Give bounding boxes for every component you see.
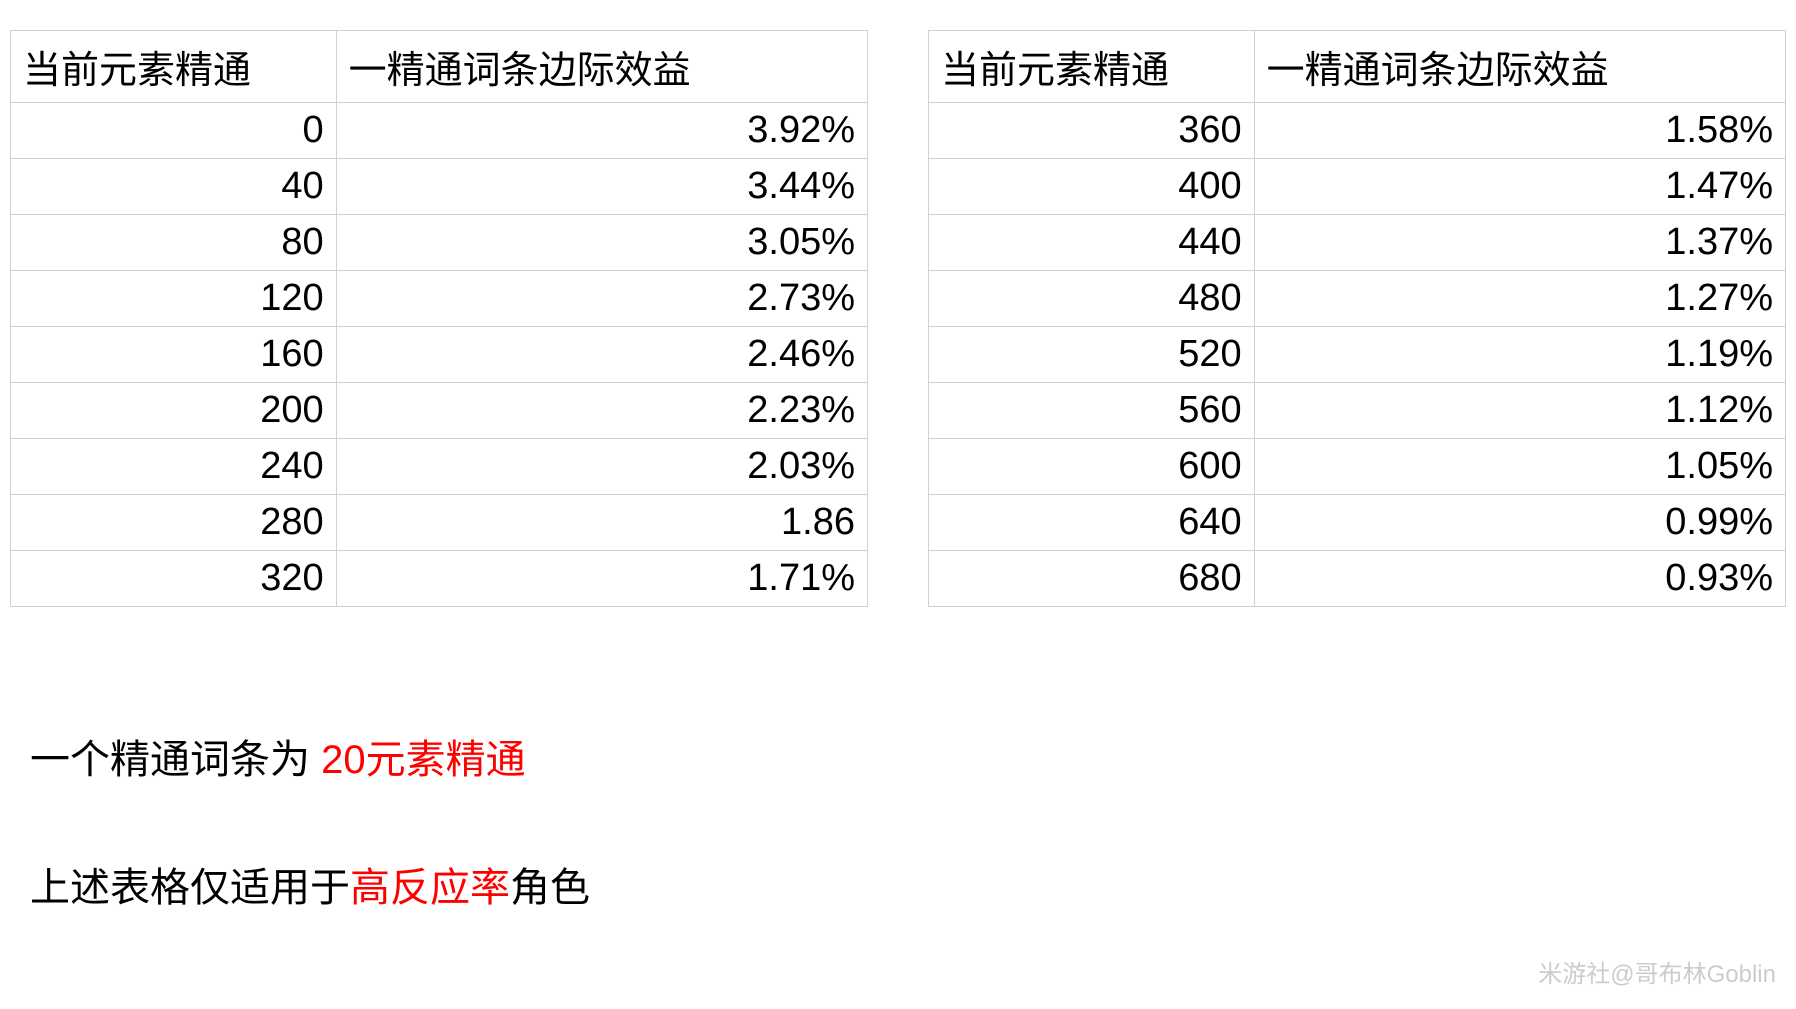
cell-em: 0 bbox=[11, 103, 337, 159]
watermark: 米游社@哥布林Goblin bbox=[1538, 954, 1776, 989]
table-row: 2402.03% bbox=[11, 439, 868, 495]
cell-benefit: 3.44% bbox=[336, 159, 867, 215]
table-header-row: 当前元素精通 一精通词条边际效益 bbox=[929, 31, 1786, 103]
tables-container: 当前元素精通 一精通词条边际效益 03.92% 403.44% 803.05% … bbox=[0, 0, 1796, 607]
note2-suffix: 角色 bbox=[510, 866, 590, 910]
table-row: 4401.37% bbox=[929, 215, 1786, 271]
notes-section: 一个精通词条为 20元素精通 上述表格仅适用于高反应率角色 bbox=[0, 727, 1796, 913]
cell-benefit: 2.03% bbox=[336, 439, 867, 495]
table-header-row: 当前元素精通 一精通词条边际效益 bbox=[11, 31, 868, 103]
cell-benefit: 0.99% bbox=[1254, 495, 1785, 551]
cell-benefit: 1.86 bbox=[336, 495, 867, 551]
left-header-em: 当前元素精通 bbox=[11, 31, 337, 103]
cell-em: 520 bbox=[929, 327, 1255, 383]
cell-em: 120 bbox=[11, 271, 337, 327]
cell-em: 560 bbox=[929, 383, 1255, 439]
cell-em: 280 bbox=[11, 495, 337, 551]
cell-benefit: 2.46% bbox=[336, 327, 867, 383]
table-row: 803.05% bbox=[11, 215, 868, 271]
cell-em: 440 bbox=[929, 215, 1255, 271]
cell-em: 400 bbox=[929, 159, 1255, 215]
left-header-benefit: 一精通词条边际效益 bbox=[336, 31, 867, 103]
cell-benefit: 1.05% bbox=[1254, 439, 1785, 495]
left-table: 当前元素精通 一精通词条边际效益 03.92% 403.44% 803.05% … bbox=[10, 30, 868, 607]
table-row: 3601.58% bbox=[929, 103, 1786, 159]
cell-benefit: 1.27% bbox=[1254, 271, 1785, 327]
note1-prefix: 一个精通词条为 bbox=[30, 738, 321, 782]
table-row: 3201.71% bbox=[11, 551, 868, 607]
table-row: 2801.86 bbox=[11, 495, 868, 551]
cell-em: 40 bbox=[11, 159, 337, 215]
cell-benefit: 2.73% bbox=[336, 271, 867, 327]
table-row: 03.92% bbox=[11, 103, 868, 159]
cell-em: 160 bbox=[11, 327, 337, 383]
cell-benefit: 1.37% bbox=[1254, 215, 1785, 271]
note2-prefix: 上述表格仅适用于 bbox=[30, 866, 350, 910]
table-row: 4001.47% bbox=[929, 159, 1786, 215]
cell-em: 200 bbox=[11, 383, 337, 439]
table-row: 1202.73% bbox=[11, 271, 868, 327]
cell-em: 320 bbox=[11, 551, 337, 607]
right-table-body: 3601.58% 4001.47% 4401.37% 4801.27% 5201… bbox=[929, 103, 1786, 607]
table-row: 2002.23% bbox=[11, 383, 868, 439]
right-header-benefit: 一精通词条边际效益 bbox=[1254, 31, 1785, 103]
cell-em: 640 bbox=[929, 495, 1255, 551]
cell-benefit: 1.71% bbox=[336, 551, 867, 607]
table-row: 6400.99% bbox=[929, 495, 1786, 551]
cell-em: 80 bbox=[11, 215, 337, 271]
right-header-em: 当前元素精通 bbox=[929, 31, 1255, 103]
cell-em: 680 bbox=[929, 551, 1255, 607]
left-table-body: 03.92% 403.44% 803.05% 1202.73% 1602.46%… bbox=[11, 103, 868, 607]
note-line-2: 上述表格仅适用于高反应率角色 bbox=[30, 855, 1796, 913]
table-row: 5201.19% bbox=[929, 327, 1786, 383]
right-table: 当前元素精通 一精通词条边际效益 3601.58% 4001.47% 4401.… bbox=[928, 30, 1786, 607]
note2-red: 高反应率 bbox=[350, 866, 510, 910]
note1-red: 20元素精通 bbox=[321, 738, 526, 782]
cell-em: 600 bbox=[929, 439, 1255, 495]
cell-benefit: 1.58% bbox=[1254, 103, 1785, 159]
cell-em: 480 bbox=[929, 271, 1255, 327]
table-row: 1602.46% bbox=[11, 327, 868, 383]
cell-benefit: 1.19% bbox=[1254, 327, 1785, 383]
table-row: 403.44% bbox=[11, 159, 868, 215]
note-line-1: 一个精通词条为 20元素精通 bbox=[30, 727, 1796, 785]
table-row: 6800.93% bbox=[929, 551, 1786, 607]
table-row: 6001.05% bbox=[929, 439, 1786, 495]
cell-benefit: 2.23% bbox=[336, 383, 867, 439]
cell-benefit: 0.93% bbox=[1254, 551, 1785, 607]
table-row: 4801.27% bbox=[929, 271, 1786, 327]
cell-benefit: 1.47% bbox=[1254, 159, 1785, 215]
cell-benefit: 3.05% bbox=[336, 215, 867, 271]
cell-em: 360 bbox=[929, 103, 1255, 159]
cell-benefit: 1.12% bbox=[1254, 383, 1785, 439]
table-row: 5601.12% bbox=[929, 383, 1786, 439]
cell-em: 240 bbox=[11, 439, 337, 495]
cell-benefit: 3.92% bbox=[336, 103, 867, 159]
